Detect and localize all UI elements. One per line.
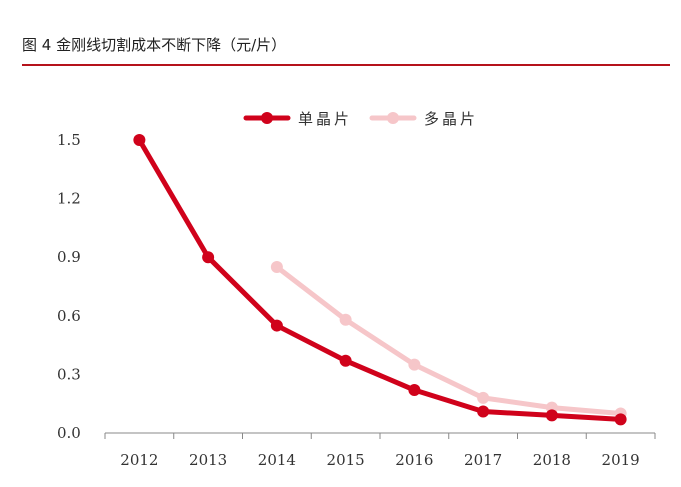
- y-tick-label: 0.3: [57, 365, 81, 383]
- data-point-mono: [339, 354, 352, 367]
- figure-title: 图 4 金刚线切割成本不断下降（元/片）: [22, 36, 287, 54]
- legend: 单晶片 多晶片: [243, 110, 478, 128]
- data-point-multi: [339, 313, 352, 326]
- x-tick-label: 2016: [395, 451, 433, 469]
- series-line-multi: [274, 264, 624, 416]
- x-tick-label: 2017: [464, 451, 502, 469]
- x-axis-tick-marks: [104, 433, 656, 439]
- data-point-mono: [133, 134, 146, 146]
- title-divider: [22, 64, 670, 66]
- data-point-mono: [545, 409, 558, 422]
- y-tick-label: 0.6: [57, 307, 81, 325]
- data-point-mono: [270, 319, 283, 332]
- y-tick-label: 1.5: [57, 131, 81, 149]
- y-axis-ticks: 0.0 0.3 0.6 0.9 1.2 1.5: [57, 131, 81, 442]
- data-point-multi: [270, 260, 283, 273]
- data-point-mono: [202, 251, 215, 264]
- data-point-multi: [408, 358, 421, 371]
- data-point-mono: [614, 413, 627, 426]
- x-tick-label: 2015: [327, 451, 365, 469]
- x-tick-label: 2014: [258, 451, 296, 469]
- legend-swatch-marker-multi: [387, 112, 399, 124]
- data-point-mono: [477, 405, 490, 418]
- x-tick-label: 2018: [533, 451, 571, 469]
- legend-swatch-marker-mono: [261, 112, 273, 124]
- x-tick-label: 2019: [602, 451, 640, 469]
- x-tick-label: 2013: [189, 451, 227, 469]
- data-point-mono: [408, 384, 421, 397]
- series-layer: [133, 134, 627, 426]
- y-tick-label: 1.2: [57, 190, 81, 208]
- x-axis-labels: 2012 2013 2014 2015 2016 2017 2018 2019: [120, 451, 639, 469]
- y-tick-label: 0.9: [57, 248, 81, 266]
- data-point-multi: [477, 391, 490, 404]
- x-tick-label: 2012: [120, 451, 158, 469]
- series-line-mono: [136, 137, 624, 422]
- legend-label-multi: 多晶片: [424, 110, 478, 128]
- y-tick-label: 0.0: [57, 424, 81, 442]
- legend-label-mono: 单晶片: [298, 110, 352, 128]
